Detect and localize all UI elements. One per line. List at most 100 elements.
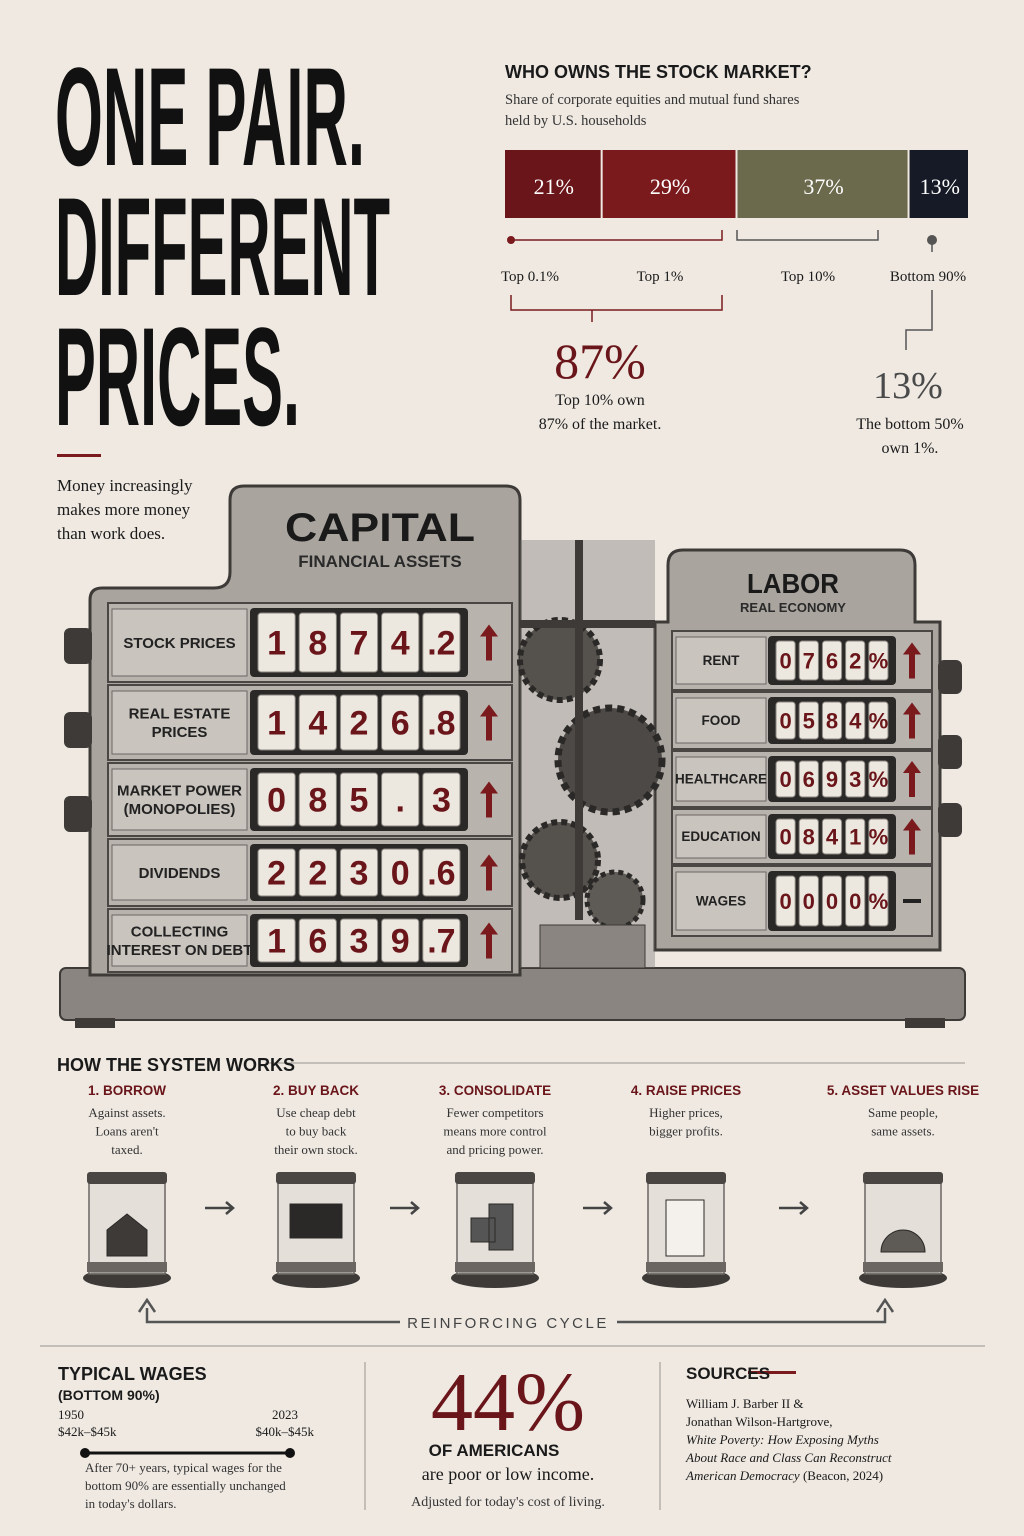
dot bbox=[927, 235, 937, 245]
drum bbox=[821, 818, 843, 855]
source-line: About Race and Class Can Reconstruct bbox=[685, 1450, 892, 1465]
drum bbox=[298, 612, 337, 673]
bracket bbox=[905, 290, 933, 350]
drum bbox=[298, 848, 337, 897]
drum-digit: .6 bbox=[427, 855, 455, 893]
drum bbox=[381, 918, 420, 963]
stat-line: are poor or low income. bbox=[422, 1464, 594, 1484]
trend-up bbox=[903, 761, 921, 797]
drum bbox=[422, 772, 461, 827]
drum bbox=[821, 760, 843, 798]
drum-digit: 7 bbox=[350, 625, 369, 663]
wages-note: bottom 90% are essentially unchanged bbox=[85, 1478, 286, 1493]
drum bbox=[257, 772, 296, 827]
bar-segment bbox=[737, 150, 908, 218]
source-line: Jonathan Wilson-Hartgrove, bbox=[686, 1414, 833, 1429]
bracket bbox=[510, 295, 723, 322]
row-label: INTEREST ON DEBT bbox=[107, 942, 253, 959]
jar bbox=[451, 1172, 539, 1288]
row-label: MARKET POWER bbox=[117, 782, 242, 799]
drum bbox=[339, 772, 379, 827]
drum bbox=[775, 701, 796, 740]
drum-digit: 1 bbox=[267, 625, 286, 663]
bar-segment bbox=[505, 150, 601, 218]
wages-subtitle: (BOTTOM 90%) bbox=[58, 1387, 160, 1403]
source-title: About Race and Class Can Reconstruct bbox=[685, 1450, 892, 1465]
step-title: 1. BORROW bbox=[88, 1083, 166, 1098]
jar bbox=[83, 1172, 171, 1288]
jar-lid bbox=[87, 1172, 167, 1184]
row-label: FOOD bbox=[702, 713, 741, 728]
drum-digit: 6 bbox=[803, 767, 815, 792]
bracket bbox=[736, 230, 879, 241]
legend-label: Bottom 90% bbox=[890, 269, 966, 285]
row-label: EDUCATION bbox=[681, 829, 760, 844]
drum bbox=[339, 612, 379, 673]
step-text: taxed. bbox=[111, 1142, 142, 1157]
jar-ring bbox=[276, 1262, 356, 1272]
drum-digit: 1 bbox=[267, 705, 286, 743]
segment-label: 29% bbox=[650, 174, 690, 199]
drum-digit: 2 bbox=[849, 648, 861, 673]
segment-label: 21% bbox=[534, 174, 574, 199]
drum bbox=[868, 875, 889, 927]
brackets bbox=[507, 230, 937, 350]
drum-digit: 8 bbox=[803, 824, 815, 849]
label-plate bbox=[111, 844, 248, 901]
drum-digit: 0 bbox=[779, 767, 791, 792]
row-label: STOCK PRICES bbox=[123, 635, 235, 652]
jar bbox=[272, 1172, 360, 1288]
legend-label: Top 1% bbox=[637, 269, 684, 285]
source-line: William J. Barber II & bbox=[686, 1396, 804, 1411]
trend-up bbox=[480, 781, 498, 818]
dot bbox=[507, 236, 515, 244]
wages-title: TYPICAL WAGES bbox=[58, 1364, 207, 1384]
annotation-text: The bottom 50% bbox=[856, 416, 964, 433]
panel-subtitle: FINANCIAL ASSETS bbox=[298, 552, 461, 571]
jar-lid bbox=[276, 1172, 356, 1184]
drum-digit: 1 bbox=[267, 923, 286, 961]
drum-digit: % bbox=[869, 824, 889, 849]
drum-digit: % bbox=[869, 767, 889, 792]
drum bbox=[798, 875, 819, 927]
segment-label: 13% bbox=[920, 174, 960, 199]
step-title: 2. BUY BACK bbox=[273, 1083, 359, 1098]
jar-lid bbox=[455, 1172, 535, 1184]
drum-digit: 4 bbox=[826, 824, 839, 849]
tagline: than work does. bbox=[57, 524, 165, 543]
step-text: Higher prices, bbox=[649, 1105, 723, 1120]
headline: ONE PAIR. bbox=[55, 38, 365, 195]
source-title: American Democracy bbox=[685, 1468, 800, 1483]
row-label: DIVIDENDS bbox=[139, 865, 221, 882]
drum-digit: .7 bbox=[427, 923, 455, 961]
jar-glass bbox=[864, 1179, 942, 1275]
drum-digit: 9 bbox=[391, 923, 410, 961]
drum-digit: 8 bbox=[826, 708, 838, 733]
drum-digit: 1 bbox=[849, 824, 861, 849]
drum bbox=[381, 612, 420, 673]
drum bbox=[798, 701, 819, 740]
headline: PRICES. bbox=[55, 298, 300, 455]
step-text: Same people, bbox=[868, 1105, 938, 1120]
drum bbox=[257, 612, 296, 673]
drum bbox=[422, 612, 461, 673]
drum bbox=[845, 875, 866, 927]
tagline: makes more money bbox=[57, 500, 191, 519]
drum-digit: 8 bbox=[308, 625, 327, 663]
drum bbox=[798, 760, 819, 798]
wages-year: 2023 bbox=[272, 1407, 298, 1422]
drum-digit: .2 bbox=[427, 625, 455, 663]
wages-range: $40k–$45k bbox=[256, 1424, 315, 1439]
row-label: COLLECTING bbox=[131, 923, 229, 940]
wages-range: $42k–$45k bbox=[58, 1424, 117, 1439]
drum bbox=[339, 918, 379, 963]
drum-digit: 0 bbox=[267, 782, 286, 820]
drum bbox=[381, 772, 420, 827]
wages-year: 1950 bbox=[58, 1407, 84, 1422]
drum bbox=[298, 918, 337, 963]
drum-digit: 4 bbox=[391, 625, 410, 663]
trend-up bbox=[480, 704, 498, 741]
drum-digit: 7 bbox=[803, 648, 815, 673]
drum bbox=[422, 918, 461, 963]
jar-ring bbox=[87, 1262, 167, 1272]
